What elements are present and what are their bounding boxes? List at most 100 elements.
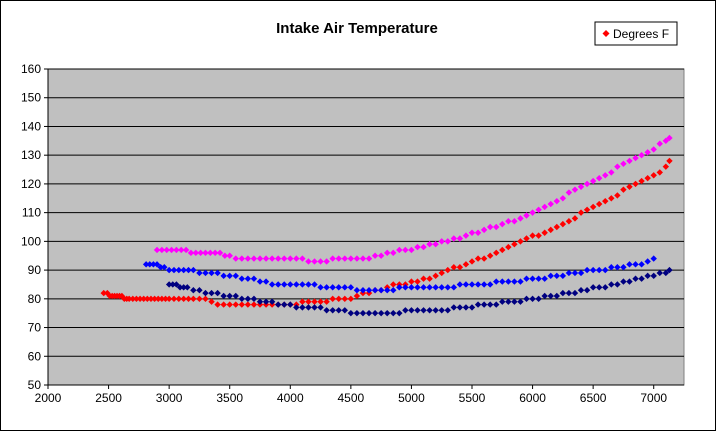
data-point xyxy=(153,261,161,268)
data-point xyxy=(402,284,409,291)
x-tick-label: 6000 xyxy=(519,391,546,405)
data-point xyxy=(299,298,306,305)
data-point xyxy=(305,304,312,311)
data-point xyxy=(589,203,597,211)
data-point xyxy=(456,264,464,271)
data-point xyxy=(602,266,609,274)
data-point xyxy=(173,281,180,288)
data-point xyxy=(577,269,585,277)
data-point xyxy=(529,295,536,303)
data-point xyxy=(396,246,403,254)
data-point xyxy=(632,154,639,162)
data-point xyxy=(232,272,239,280)
data-point xyxy=(632,275,639,282)
data-point xyxy=(250,301,258,308)
data-point xyxy=(323,298,330,305)
data-point xyxy=(244,275,252,282)
x-tick-label: 6500 xyxy=(580,391,607,405)
data-point xyxy=(281,301,288,308)
data-point xyxy=(547,292,554,300)
y-tick-label: 70 xyxy=(28,321,42,335)
data-point xyxy=(335,284,342,291)
data-point xyxy=(426,284,433,291)
data-point xyxy=(608,264,615,271)
data-point xyxy=(505,218,512,225)
data-point xyxy=(323,258,330,265)
series-layer xyxy=(100,134,673,317)
data-point xyxy=(165,266,173,274)
data-point xyxy=(207,249,214,257)
data-point xyxy=(214,301,221,308)
legend-label: Degrees F xyxy=(613,27,669,41)
data-point xyxy=(133,295,140,303)
data-point xyxy=(438,238,445,245)
data-point xyxy=(420,275,427,282)
data-point xyxy=(341,295,348,303)
data-point xyxy=(244,255,252,262)
data-point xyxy=(158,295,166,303)
data-point xyxy=(474,281,482,288)
data-point xyxy=(571,269,579,277)
x-tick-label: 2500 xyxy=(95,391,122,405)
data-point xyxy=(632,180,639,188)
data-point xyxy=(377,252,385,259)
data-point xyxy=(402,246,409,254)
data-point xyxy=(589,284,597,291)
data-point xyxy=(420,307,427,314)
data-point xyxy=(426,275,433,282)
data-point xyxy=(190,295,197,303)
data-point xyxy=(553,272,560,280)
data-point xyxy=(529,209,536,216)
data-point xyxy=(620,160,627,167)
data-point xyxy=(262,255,270,262)
data-point xyxy=(136,295,144,303)
data-point xyxy=(517,238,524,245)
data-point xyxy=(274,255,282,262)
data-point xyxy=(541,229,548,236)
data-point xyxy=(226,252,233,259)
data-point xyxy=(347,295,355,303)
data-point xyxy=(547,272,554,280)
data-point xyxy=(256,298,264,305)
data-point xyxy=(456,281,464,288)
data-point xyxy=(220,292,227,300)
data-point xyxy=(329,255,336,262)
data-point xyxy=(632,261,639,268)
data-point xyxy=(192,249,199,257)
data-point xyxy=(626,261,633,268)
data-point xyxy=(175,266,183,274)
data-point xyxy=(371,309,379,317)
data-point xyxy=(541,292,548,300)
data-point xyxy=(650,255,657,262)
data-point xyxy=(456,304,464,311)
data-point xyxy=(208,269,215,277)
data-point xyxy=(180,266,187,274)
data-point xyxy=(541,275,548,282)
data-point xyxy=(384,287,391,294)
data-point xyxy=(656,169,663,176)
x-tick-label: 4000 xyxy=(277,391,304,405)
data-point xyxy=(480,281,488,288)
data-point xyxy=(577,209,585,216)
data-point xyxy=(165,295,173,303)
data-point xyxy=(244,301,252,308)
data-point xyxy=(170,266,178,274)
data-point xyxy=(390,309,397,317)
data-point xyxy=(250,255,258,262)
axis-lines xyxy=(47,69,684,386)
y-tick-label: 140 xyxy=(21,119,41,133)
data-point xyxy=(220,301,227,308)
data-point xyxy=(602,284,609,291)
data-point xyxy=(656,140,663,147)
data-point xyxy=(535,232,542,239)
data-point xyxy=(390,287,397,294)
data-point xyxy=(608,195,615,202)
data-point xyxy=(450,235,458,242)
data-point xyxy=(638,275,645,282)
data-point xyxy=(256,255,264,262)
data-point xyxy=(426,307,433,314)
data-point xyxy=(638,177,645,185)
data-point xyxy=(432,272,439,280)
data-point xyxy=(626,278,633,285)
data-point xyxy=(347,309,355,317)
